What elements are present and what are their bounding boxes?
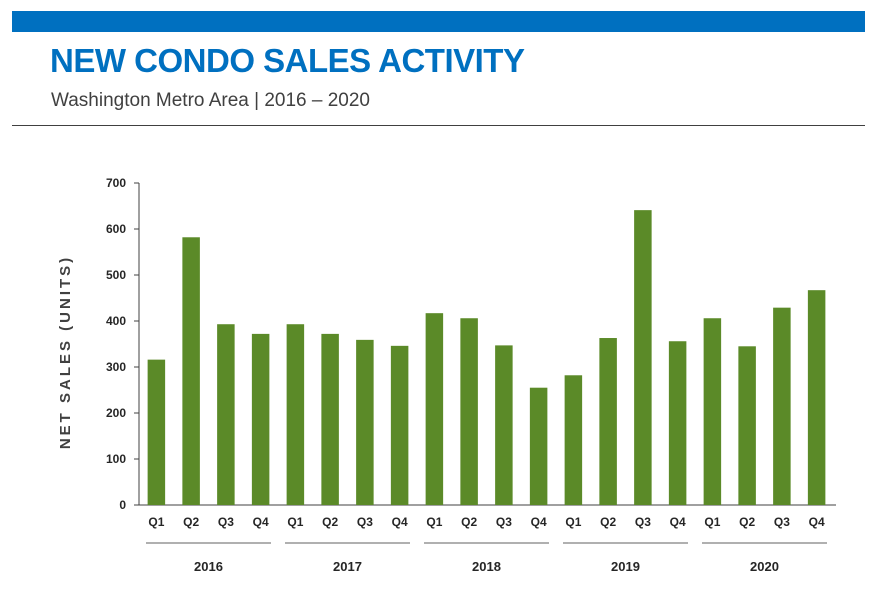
- x-tick-label: Q2: [322, 515, 338, 529]
- x-tick-label: Q4: [531, 515, 547, 529]
- bar: [495, 345, 513, 505]
- x-tick-label: Q4: [809, 515, 825, 529]
- y-tick-label: 200: [106, 406, 126, 420]
- bar: [807, 290, 826, 505]
- x-tick-label: Q1: [426, 515, 442, 529]
- y-tick-label: 0: [119, 498, 126, 512]
- page-subtitle: Washington Metro Area | 2016 – 2020: [51, 90, 370, 111]
- x-tick-label: Q1: [704, 515, 720, 529]
- x-tick-label: Q3: [774, 515, 790, 529]
- x-tick-label: Q4: [392, 515, 408, 529]
- y-tick-label: 100: [106, 452, 126, 466]
- x-tick-label: Q3: [496, 515, 512, 529]
- x-tick-label: Q4: [670, 515, 686, 529]
- x-tick-label: Q2: [739, 515, 755, 529]
- y-tick-label: 300: [106, 360, 126, 374]
- x-tick-label: Q1: [148, 515, 164, 529]
- header-accent-bar: [12, 11, 865, 32]
- x-tick-label: Q1: [287, 515, 303, 529]
- bar: [634, 210, 652, 505]
- bar: [182, 237, 200, 505]
- x-tick-label: Q3: [635, 515, 651, 529]
- x-tick-label: Q3: [218, 515, 234, 529]
- year-group-label: 2020: [750, 559, 779, 574]
- year-group-label: 2019: [611, 559, 640, 574]
- bar: [529, 387, 548, 505]
- bar: [321, 333, 339, 505]
- bar: [668, 341, 687, 505]
- bar: [356, 339, 374, 505]
- bar: [703, 318, 722, 505]
- bar: [390, 345, 409, 505]
- y-tick-label: 400: [106, 314, 126, 328]
- x-tick-label: Q3: [357, 515, 373, 529]
- year-group-label: 2018: [472, 559, 501, 574]
- x-tick-label: Q4: [253, 515, 269, 529]
- y-tick-label: 500: [106, 268, 126, 282]
- bar: [738, 346, 756, 505]
- bar: [286, 324, 305, 505]
- y-tick-label: 700: [106, 176, 126, 190]
- y-axis-label: NET SALES (UNITS): [57, 255, 74, 449]
- y-tick-label: 600: [106, 222, 126, 236]
- page-title: NEW CONDO SALES ACTIVITY: [50, 42, 525, 79]
- bar: [147, 359, 166, 505]
- bar: [460, 318, 478, 505]
- year-group-label: 2016: [194, 559, 223, 574]
- x-tick-label: Q2: [461, 515, 477, 529]
- bar: [773, 307, 791, 505]
- year-group-label: 2017: [333, 559, 362, 574]
- bar: [425, 313, 444, 505]
- header-divider: [12, 125, 865, 126]
- bar: [599, 338, 617, 505]
- x-tick-label: Q1: [565, 515, 581, 529]
- bar: [217, 324, 235, 505]
- bar: [251, 333, 270, 505]
- bar: [564, 375, 583, 505]
- x-tick-label: Q2: [183, 515, 199, 529]
- x-tick-label: Q2: [600, 515, 616, 529]
